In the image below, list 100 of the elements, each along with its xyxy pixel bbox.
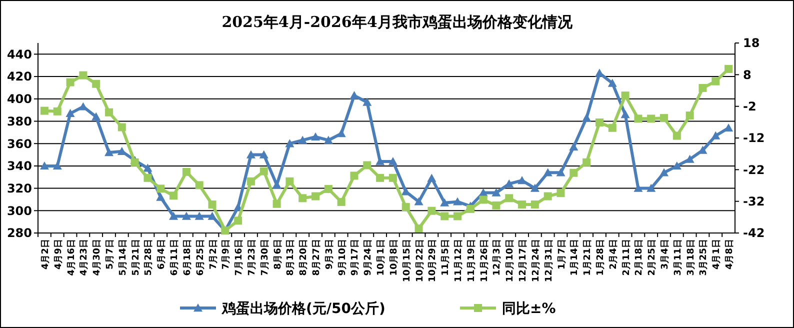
x-tick-label: 6月25日 <box>194 239 206 276</box>
y-tick-label: 300 <box>6 204 32 218</box>
point <box>312 192 320 200</box>
point <box>337 198 346 206</box>
point <box>466 204 474 213</box>
point <box>556 168 566 176</box>
point <box>414 197 424 206</box>
x-tick-label: 1月7日 <box>556 239 568 270</box>
point <box>92 80 100 88</box>
x-tick-label: 3月18日 <box>685 239 696 276</box>
point <box>595 118 604 126</box>
legend-label: 鸡蛋出场价格(元/50公斤) <box>221 300 386 317</box>
x-tick-label: 11月12日 <box>452 239 464 282</box>
x-tick-label: 11月19日 <box>466 239 477 282</box>
point <box>170 192 178 200</box>
point <box>40 106 48 115</box>
x-tick-label: 10月8日 <box>388 239 400 276</box>
point <box>402 203 410 212</box>
point <box>712 77 720 86</box>
point <box>698 84 707 92</box>
point <box>582 113 592 122</box>
x-tick-label: 1月28日 <box>594 239 606 276</box>
point <box>544 192 552 200</box>
y2-tick-label: -2 <box>743 100 756 114</box>
point <box>543 168 552 176</box>
x-tick-label: 3月4日 <box>660 239 671 270</box>
point <box>286 177 294 186</box>
point <box>336 129 346 138</box>
x-tick-label: 4月16日 <box>66 239 77 276</box>
point <box>452 197 462 206</box>
y-tick-label: 400 <box>6 92 32 106</box>
x-tick-label: 7月23日 <box>246 239 258 276</box>
x-tick-label: 9月3日 <box>324 239 335 270</box>
point <box>620 110 630 118</box>
y2-tick-label: -32 <box>743 194 765 209</box>
legend-label: 同比±% <box>502 300 556 317</box>
point <box>518 200 526 208</box>
point <box>156 184 165 193</box>
point <box>647 114 656 123</box>
point <box>260 167 268 176</box>
point <box>272 200 281 208</box>
x-tick-label: 12月10日 <box>504 239 516 282</box>
y-tick-label: 340 <box>6 159 32 174</box>
x-tick-label: 12月31日 <box>543 239 554 282</box>
y2-tick-label: 8 <box>743 68 752 82</box>
x-tick-label: 2月25日 <box>646 239 658 276</box>
point <box>711 131 720 140</box>
point <box>660 114 668 122</box>
x-tick-label: 4月2日 <box>40 239 51 270</box>
x-tick-label: 5月14日 <box>117 239 128 276</box>
point <box>363 161 372 170</box>
point <box>634 114 642 123</box>
point <box>428 206 436 215</box>
point <box>208 212 217 220</box>
point <box>362 98 372 106</box>
point <box>104 108 113 116</box>
point <box>298 194 307 202</box>
point <box>194 212 204 220</box>
point <box>52 161 62 170</box>
x-tick-label: 12月17日 <box>518 239 529 282</box>
x-tick-label: 10月29日 <box>427 239 438 282</box>
x-tick-label: 2月18日 <box>634 239 645 276</box>
point <box>582 158 591 166</box>
x-tick-label: 1月21日 <box>582 239 594 276</box>
x-tick-label: 11月26日 <box>478 239 490 282</box>
y2-tick-label: -22 <box>743 162 765 177</box>
point <box>350 91 359 100</box>
x-tick-label: 2月4日 <box>608 239 619 270</box>
point <box>182 168 190 176</box>
point <box>672 161 682 170</box>
point <box>234 216 242 225</box>
point <box>311 132 320 140</box>
point <box>144 174 152 182</box>
point <box>440 212 449 220</box>
point <box>660 168 669 176</box>
point <box>621 92 630 100</box>
point <box>118 123 126 132</box>
y-tick-label: 380 <box>6 114 32 128</box>
x-tick-label: 4月9日 <box>52 239 64 270</box>
x-tick-label: 4月30日 <box>92 239 103 276</box>
point <box>570 168 578 177</box>
point <box>388 174 397 182</box>
point <box>92 112 101 120</box>
point <box>298 136 308 144</box>
x-tick-label: 6月4日 <box>156 239 168 270</box>
point <box>130 158 139 166</box>
x-tick-label: 11月5日 <box>440 239 452 276</box>
point <box>569 142 578 151</box>
point <box>143 164 152 172</box>
x-tick-label: 2月11日 <box>620 239 632 276</box>
x-tick-label: 4月23日 <box>78 239 90 276</box>
point <box>530 184 540 192</box>
x-tick-label: 8月6日 <box>272 239 284 270</box>
x-tick-label: 4月8日 <box>724 239 736 270</box>
point <box>492 201 500 210</box>
x-tick-label: 6月11日 <box>169 239 180 276</box>
point <box>156 192 166 201</box>
x-tick-label: 10月22日 <box>414 239 426 282</box>
point <box>324 136 333 144</box>
y2-tick-label: -12 <box>743 131 765 146</box>
